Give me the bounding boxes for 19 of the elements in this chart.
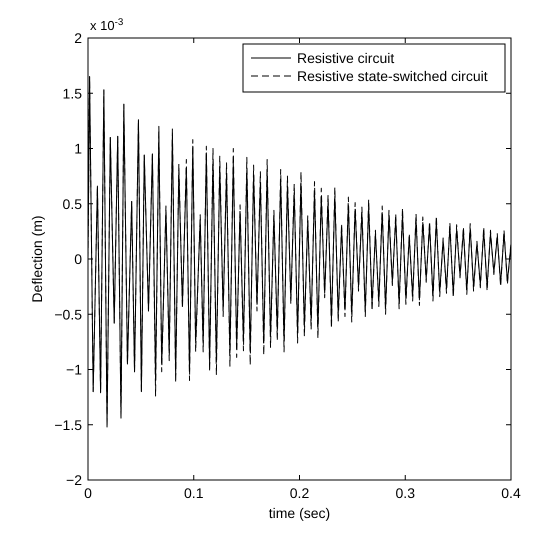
text: x 10$^{-3}$ [90,16,124,33]
x-tick-label: 0.3 [396,485,416,501]
y-tick-label: 1.5 [62,85,82,102]
y-tick-label: 1 [74,140,82,156]
x-axis-title: time (sec) [268,505,330,521]
y-tick-label: 0 [74,251,82,267]
x-tick-label: 0.4 [501,485,521,501]
legend-label: Resistive circuit [297,50,394,66]
y-tick-label: −1 [66,362,82,378]
y-axis-title: Deflection (m) [29,215,45,303]
legend-label: Resistive state-switched circuit [297,68,488,84]
y-tick-label: −1.5 [54,416,82,433]
x-tick-label: 0.2 [290,485,310,501]
y-tick-label: 0.5 [62,196,82,212]
y-tick-label: −0.5 [54,306,82,322]
y-tick-label: −2 [66,472,82,488]
x-tick-label: 0 [84,485,92,501]
y-tick-label: 2 [74,30,82,46]
x-tick-label: 0.1 [184,485,204,501]
